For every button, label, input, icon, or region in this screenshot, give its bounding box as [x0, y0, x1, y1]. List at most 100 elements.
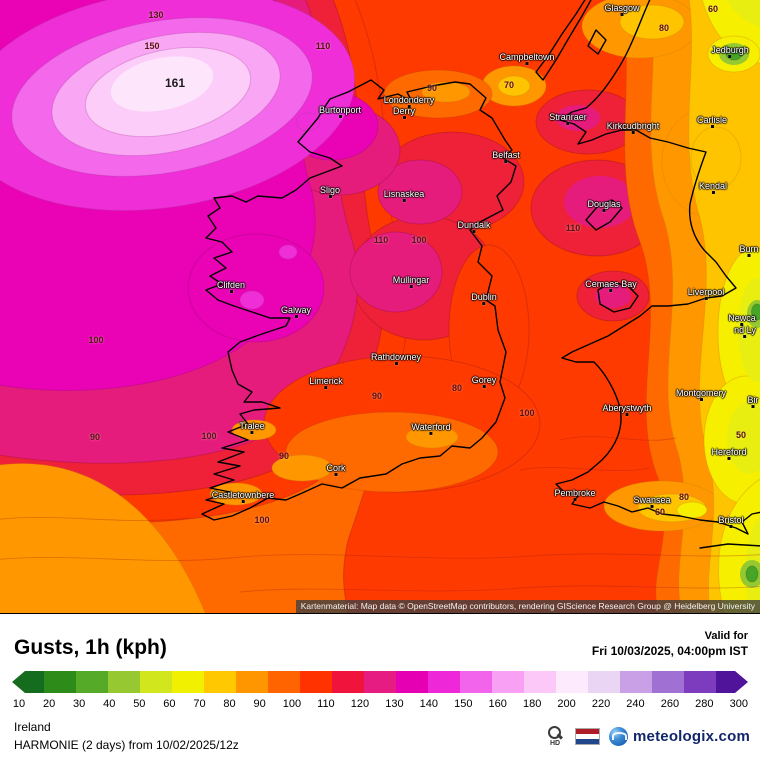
brand-text: meteologix.com: [633, 728, 750, 745]
max-gust-label: 161: [164, 76, 186, 90]
legend-tick: 20: [42, 698, 56, 710]
city-label: Pembroke: [554, 488, 596, 501]
city-name: Douglas: [587, 199, 621, 209]
city-name: Swansea: [633, 495, 671, 505]
legend-tick: 80: [223, 698, 236, 710]
city-name: Castletownbere: [211, 490, 275, 500]
contour-value-label: 90: [371, 391, 383, 401]
contour-value-label: 100: [411, 235, 427, 245]
field-sea-spots-120: [556, 105, 636, 308]
legend-tick: 300: [729, 698, 748, 710]
city-name: Waterford: [411, 422, 451, 432]
city-label: Jedburgh: [711, 45, 749, 58]
city-name: Pembroke: [554, 488, 596, 498]
city-label: Castletownbere: [211, 490, 275, 503]
legend-colorbar: [12, 671, 748, 693]
netherlands-flag-icon[interactable]: [575, 728, 600, 745]
city-label: Rathdowney: [371, 352, 421, 365]
city-name: Londonderry: [383, 95, 435, 105]
legend-tick: 40: [103, 698, 116, 710]
legend-tick: 100: [282, 698, 302, 710]
legend-tick: 200: [557, 698, 576, 710]
coastline-arran: [587, 29, 607, 55]
contour-value-label: 70: [503, 80, 515, 90]
brand-globe-icon: [609, 727, 628, 746]
model-run-label: HARMONIE (2 days) from 10/02/2025/12z: [14, 738, 239, 752]
legend-tick: 50: [133, 698, 146, 710]
city-name: Burn: [739, 244, 759, 254]
city-label: Burn: [739, 244, 759, 257]
legend-tick: 180: [522, 698, 542, 710]
city-label: Dublin: [471, 292, 497, 305]
city-label: Tralee: [239, 421, 265, 434]
legend-tick: 260: [660, 698, 680, 710]
contour-value-label: 100: [254, 515, 270, 525]
city-label: Waterford: [411, 422, 451, 435]
legend-tick-labels: 10 20 30 40 50 60 70 80 90 100 110 120 130 140 150 160 1…: [12, 698, 748, 710]
city-label: Bristol: [718, 515, 744, 528]
contour-value-label: 100: [201, 431, 217, 441]
hd-zoom-control[interactable]: HD: [544, 726, 566, 747]
city-name: nd Ly: [734, 325, 756, 335]
coastline-isle-of-man: [585, 199, 623, 231]
city-name: Limerick: [309, 376, 343, 386]
contour-value-label: 60: [707, 4, 719, 14]
city-name: Lisnaskea: [383, 189, 425, 199]
legend-tick: 10: [12, 698, 26, 710]
city-name: Mullingar: [392, 275, 430, 285]
city-name: Kendal: [698, 181, 728, 191]
city-label: Newca: [728, 313, 756, 326]
coastlines: [201, 0, 760, 549]
contour-value-label: 90: [278, 451, 290, 461]
contour-value-label: 100: [88, 335, 104, 345]
city-name: Cork: [326, 463, 346, 473]
brand-link[interactable]: meteologix.com: [609, 727, 750, 746]
flag-stripe-blue: [576, 739, 599, 744]
city-label: Swansea: [633, 495, 671, 508]
legend-tick: 220: [591, 698, 611, 710]
city-label: Dundalk: [457, 220, 491, 233]
contour-value-label: 80: [451, 383, 463, 393]
city-name: Liverpool: [687, 287, 725, 297]
legend-tick: 140: [419, 698, 438, 710]
page-title: Gusts, 1h (kph): [14, 636, 167, 659]
info-panel: Gusts, 1h (kph) Valid for Fri 10/03/2025…: [0, 613, 760, 760]
contour-value-label: 90: [426, 83, 438, 93]
city-name: Bir: [747, 395, 759, 405]
coastline-kintyre: [535, 0, 592, 81]
hd-label: HD: [549, 740, 561, 747]
gust-map-canvas[interactable]: [0, 0, 760, 613]
flag-stripe-white: [576, 734, 599, 739]
city-label: Cemaes Bay: [585, 279, 637, 292]
coastline-ireland: [201, 79, 517, 521]
field-band-max: [110, 56, 214, 112]
magnifier-icon: [548, 726, 562, 739]
contour-value-label: 90: [89, 432, 101, 442]
field-ireland-80: [209, 81, 471, 506]
city-name: Tralee: [239, 421, 265, 431]
region-label: Ireland: [14, 720, 51, 734]
legend-tick: 70: [193, 698, 206, 710]
contour-value-label: 110: [315, 41, 331, 51]
city-label: Gorey: [472, 375, 496, 388]
coastline-bristol-channel: [699, 543, 760, 549]
city-label: Kendal: [698, 181, 728, 194]
contour-value-label: 110: [373, 235, 389, 245]
gust-map[interactable]: Glasgow Campbeltown Jedburgh Burtonport Lond…: [0, 0, 760, 613]
legend-tick: 240: [626, 698, 645, 710]
city-name: Galway: [280, 305, 312, 315]
contour-value-label: 110: [565, 223, 581, 233]
contour-value-label: 80: [678, 492, 690, 502]
city-name: Kirkcudbright: [606, 121, 660, 131]
legend-tick: 60: [163, 698, 176, 710]
city-label: Burtonport: [318, 105, 362, 118]
contour-value-label: 50: [735, 430, 747, 440]
map-attribution[interactable]: Kartenmaterial: Map data © OpenStreetMap…: [295, 600, 760, 613]
city-label: Carlisle: [697, 115, 727, 128]
contour-value-label: 60: [654, 507, 666, 517]
city-name: Jedburgh: [711, 45, 749, 55]
city-label: Londonderry: [383, 95, 435, 108]
contour-value-label: 80: [658, 23, 670, 33]
city-name: Newca: [728, 313, 756, 323]
city-name: Burtonport: [318, 105, 362, 115]
